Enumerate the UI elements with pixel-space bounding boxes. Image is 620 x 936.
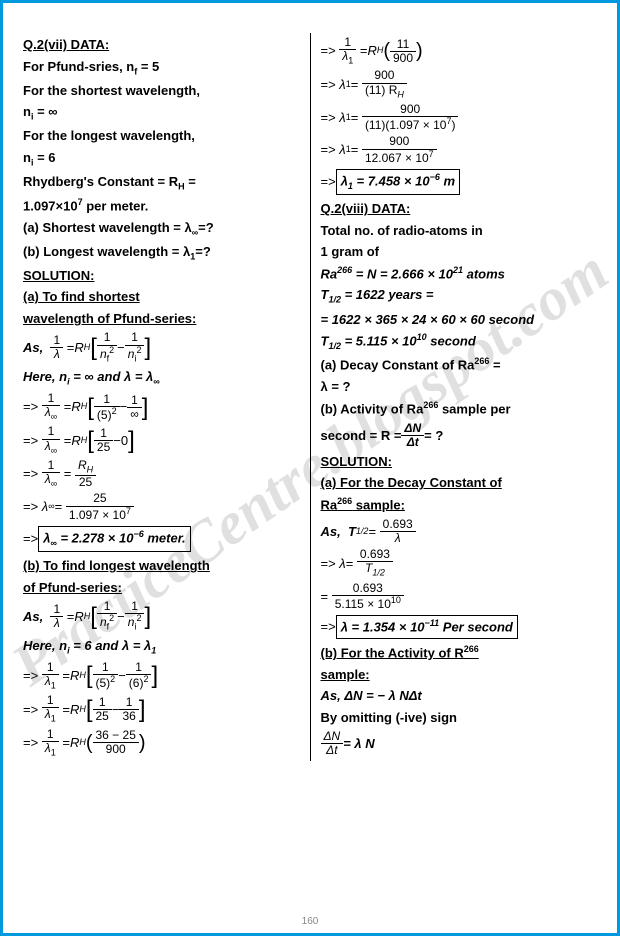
data-line: λ = ?: [321, 377, 598, 397]
part-a-heading: (a) For the Decay Constant of: [321, 473, 598, 493]
data-line: T1/2 = 1622 years =: [321, 285, 598, 307]
data-line: Ra266 = N = 2.666 × 1021 atoms: [321, 264, 598, 284]
part-b-heading: of Pfund-series:: [23, 578, 300, 598]
equation: => 1λ∞ = RH25: [23, 459, 300, 489]
equation: => 1λ1 = RH ( 11900 ): [321, 36, 598, 66]
data-line: T1/2 = 5.115 × 1010 second: [321, 331, 598, 353]
data-line: ni = ∞: [23, 102, 300, 124]
answer-box: =>λ∞ = 2.278 × 10−6 meter.: [23, 525, 300, 553]
equation: As, 1λ = RH [ 1nf2 − 1ni2 ]: [23, 331, 300, 363]
equation: As, 1λ = RH [ 1nf2 − 1ni2 ]: [23, 600, 300, 632]
part-a-heading: Ra266 sample:: [321, 495, 598, 515]
equation: => 1λ1 = RH [ 125 − 136 ]: [23, 694, 300, 724]
equation: => 1λ1 = RH [ 1(5)2 − 1(6)2 ]: [23, 661, 300, 691]
q-header: Q.2(vii) DATA:: [23, 35, 300, 55]
equation: By omitting (-ive) sign: [321, 708, 598, 728]
equation: => λ1 = 900(11) RH: [321, 69, 598, 99]
data-line: (b) Activity of Ra266 sample per: [321, 399, 598, 419]
part-a-heading: (a) To find shortest: [23, 287, 300, 307]
data-line: 1.097×107 per meter.: [23, 196, 300, 216]
part-a-heading: wavelength of Pfund-series:: [23, 309, 300, 329]
answer-box: =>λ = 1.354 × 10−11 Per second: [321, 614, 598, 640]
solution-heading: SOLUTION:: [23, 266, 300, 286]
equation: As, T1/2 = 0.693λ: [321, 518, 598, 545]
equation: => λ∞ = 251.097 × 107: [23, 492, 300, 521]
answer-box: =>λ1 = 7.458 × 10−6 m: [321, 168, 598, 196]
data-line: = 1622 × 365 × 24 × 60 × 60 second: [321, 310, 598, 330]
equation: => λ = 0.693T1/2: [321, 548, 598, 578]
equation: => λ1 = 90012.067 × 107: [321, 135, 598, 164]
q-header: Q.2(viii) DATA:: [321, 199, 598, 219]
equation: => λ1 = 900(11)(1.097 × 107): [321, 103, 598, 132]
data-line: ni = 6: [23, 148, 300, 170]
equation: ΔNΔt = λ N: [321, 730, 598, 757]
solution-heading: SOLUTION:: [321, 452, 598, 472]
equation: Here, ni = 6 and λ = λ1: [23, 636, 300, 658]
data-line: (a) Decay Constant of Ra266 =: [321, 355, 598, 375]
part-b-heading: sample:: [321, 665, 598, 685]
equation: As, ΔN = − λ NΔt: [321, 686, 598, 706]
data-line: For the longest wavelength,: [23, 126, 300, 146]
content-columns: Q.2(vii) DATA: For Pfund-sries, nf = 5 F…: [23, 33, 597, 761]
equation: => 1λ∞ = RH [ 125 − 0 ]: [23, 425, 300, 455]
equation: = 0.6935.115 × 1010: [321, 582, 598, 611]
data-line: For the shortest wavelength,: [23, 81, 300, 101]
part-b-heading: (b) For the Activity of R266: [321, 643, 598, 663]
data-line: Total no. of radio-atoms in: [321, 221, 598, 241]
page-number: 160: [302, 916, 319, 927]
data-line: For Pfund-sries, nf = 5: [23, 57, 300, 79]
data-line: Rhydberg's Constant = RH =: [23, 172, 300, 194]
data-line: 1 gram of: [321, 242, 598, 262]
data-line: (b) Longest wavelength = λ1=?: [23, 242, 300, 264]
data-line: second = R = ΔNΔt = ?: [321, 422, 598, 449]
equation: Here, ni = ∞ and λ = λ∞: [23, 367, 300, 389]
left-column: Q.2(vii) DATA: For Pfund-sries, nf = 5 F…: [23, 33, 300, 761]
part-b-heading: (b) To find longest wavelength: [23, 556, 300, 576]
data-line: (a) Shortest wavelength = λ∞=?: [23, 218, 300, 240]
column-divider: [310, 33, 311, 761]
right-column: => 1λ1 = RH ( 11900 ) => λ1 = 900(11) RH…: [321, 33, 598, 761]
equation: => 1λ1 = RH ( 36 − 25900 ): [23, 728, 300, 758]
equation: => 1λ∞ = RH [ 1(5)2 − 1∞ ]: [23, 392, 300, 422]
